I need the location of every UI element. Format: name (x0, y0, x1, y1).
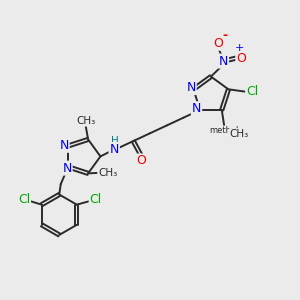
Text: methyl: methyl (209, 126, 239, 135)
Text: O: O (213, 37, 223, 50)
Text: CH₃: CH₃ (230, 129, 249, 139)
Text: O: O (137, 154, 147, 167)
Text: H: H (111, 136, 119, 146)
Text: N: N (192, 102, 201, 115)
Text: O: O (236, 52, 246, 65)
Text: N: N (219, 55, 228, 68)
Text: +: + (235, 43, 244, 53)
Text: CH₃: CH₃ (76, 116, 95, 126)
Text: -: - (223, 29, 228, 42)
Text: N: N (62, 162, 72, 175)
Text: Cl: Cl (246, 85, 258, 98)
Text: N: N (110, 143, 119, 156)
Text: N: N (186, 81, 196, 94)
Text: N: N (59, 139, 69, 152)
Text: CH₃: CH₃ (98, 168, 117, 178)
Text: Cl: Cl (18, 194, 30, 206)
Text: Cl: Cl (90, 194, 102, 206)
